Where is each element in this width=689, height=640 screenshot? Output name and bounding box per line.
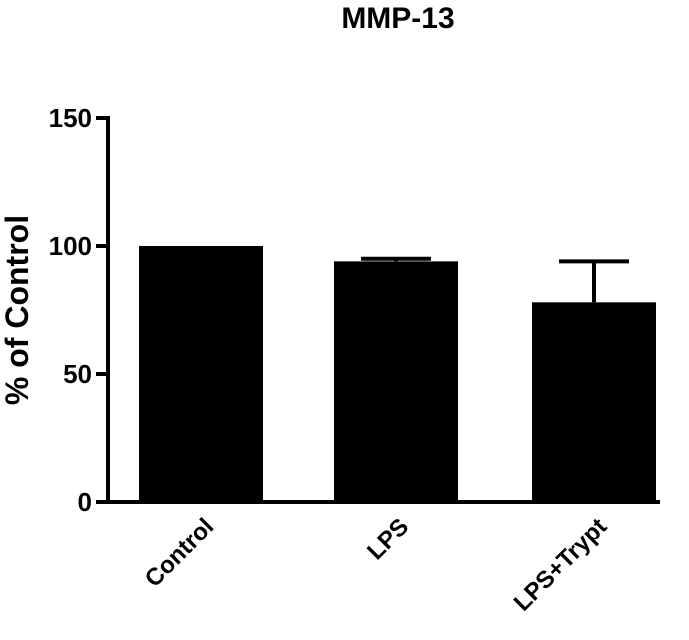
chart-title: MMP-13: [341, 2, 454, 35]
plot-area: 0 50 100 150 Control LPS LPS+Trypt: [49, 103, 660, 617]
bar: [139, 246, 263, 502]
y-tick-label: 50: [63, 359, 92, 389]
y-tick-label: 150: [49, 103, 92, 133]
x-tick-label: LPS: [362, 513, 414, 565]
bar: [334, 261, 458, 502]
y-axis-label: % of Control: [0, 215, 35, 405]
y-tick-label: 0: [78, 487, 92, 517]
x-tick-label: LPS+Trypt: [509, 513, 613, 617]
y-tick-label: 100: [49, 231, 92, 261]
bar: [532, 302, 656, 502]
x-tick-label: Control: [140, 513, 219, 592]
